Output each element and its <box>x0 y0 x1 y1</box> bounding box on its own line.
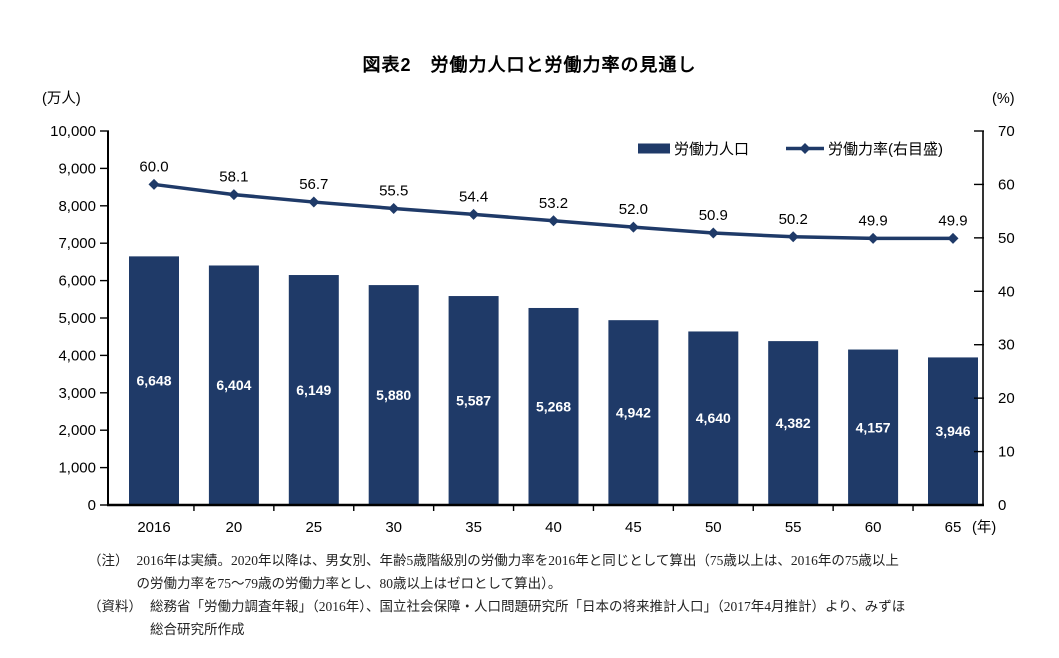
bar-20 <box>208 265 259 505</box>
right-axis-tick-label: 70 <box>998 123 1015 140</box>
bar-2016 <box>129 256 179 505</box>
legend-line-marker-diamond <box>799 143 811 154</box>
source-label: （資料） <box>88 599 142 614</box>
note-row: （注） 2016年は実績。2020年以降は、男女別、年齢5歳階級別の労働力率を2… <box>88 549 1018 595</box>
bar-value-label: 4,157 <box>856 419 891 435</box>
line-marker-diamond <box>947 232 959 244</box>
source-line: 総務省「労働力調査年報」（2016年）、国立社会保障・人口問題研究所「日本の将来… <box>150 599 906 614</box>
bar-value-label: 4,942 <box>616 405 651 421</box>
line-value-label: 52.0 <box>619 201 648 218</box>
left-axis-tick-label: 6,000 <box>58 273 96 290</box>
right-axis-tick-label: 0 <box>998 497 1006 514</box>
x-axis-unit: (年) <box>972 519 996 536</box>
left-axis-tick-label: 1,000 <box>58 460 96 477</box>
note-text: 2016年は実績。2020年以降は、男女別、年齢5歳階級別の労働力率を2016年… <box>137 549 1019 595</box>
x-axis-label-30: 30 <box>385 519 402 536</box>
bar-value-label: 6,149 <box>296 382 331 398</box>
bar-45 <box>608 320 659 505</box>
line-marker-diamond <box>707 227 719 239</box>
note-line: 2016年は実績。2020年以降は、男女別、年齢5歳階級別の労働力率を2016年… <box>136 553 899 568</box>
bar-25 <box>288 275 339 505</box>
bar-40 <box>528 307 579 505</box>
bar-65 <box>928 357 978 505</box>
left-axis-tick-label: 10,000 <box>50 123 96 140</box>
bar-value-label: 6,404 <box>216 377 251 393</box>
source-text: 総務省「労働力調査年報」（2016年）、国立社会保障・人口問題研究所「日本の将来… <box>150 595 1018 641</box>
x-axis-label-50: 50 <box>705 519 722 536</box>
line-marker-diamond <box>468 208 480 220</box>
x-axis-label-55: 55 <box>785 519 802 536</box>
right-axis-tick-label: 20 <box>998 390 1015 407</box>
line-value-label: 49.9 <box>858 212 887 229</box>
legend-bar-label: 労働力人口 <box>674 141 749 158</box>
x-axis-label-45: 45 <box>625 519 642 536</box>
note-line: の労働力率を75～79歳の労働力率とし、80歳以上はゼロとして算出）。 <box>136 576 562 591</box>
left-axis-tick-label: 0 <box>88 497 96 514</box>
line-value-label: 58.1 <box>219 169 248 186</box>
bar-value-label: 3,946 <box>935 423 970 439</box>
x-axis-label-20: 20 <box>226 519 243 536</box>
line-marker-diamond <box>148 178 160 190</box>
right-axis-tick-label: 50 <box>998 230 1015 247</box>
footnotes: （注） 2016年は実績。2020年以降は、男女別、年齢5歳階級別の労働力率を2… <box>88 549 1018 641</box>
left-axis-tick-label: 3,000 <box>58 385 96 402</box>
bar-30 <box>368 285 419 505</box>
right-axis-tick-label: 30 <box>998 337 1015 354</box>
line-marker-diamond <box>548 215 559 227</box>
x-axis-label-35: 35 <box>465 519 482 536</box>
x-axis-label-65: 65 <box>945 519 962 536</box>
line-value-label: 54.4 <box>459 188 488 205</box>
line-marker-diamond <box>627 221 639 233</box>
x-axis-label-60: 60 <box>865 519 882 536</box>
bar-value-label: 5,268 <box>536 398 571 414</box>
bar-35 <box>448 296 499 505</box>
x-axis-label-25: 25 <box>305 519 322 536</box>
source-row: （資料） 総務省「労働力調査年報」（2016年）、国立社会保障・人口問題研究所「… <box>88 595 1018 641</box>
line-marker-diamond <box>228 189 240 201</box>
note-label: （注） <box>88 553 129 568</box>
x-axis-label-40: 40 <box>545 519 562 536</box>
line-marker-diamond <box>308 196 320 208</box>
left-axis-unit: (万人) <box>42 90 81 107</box>
line-marker-diamond <box>787 231 799 243</box>
left-axis-tick-label: 8,000 <box>58 198 96 215</box>
bar-value-label: 4,382 <box>776 415 811 431</box>
line-value-label: 49.9 <box>938 212 967 229</box>
bar-55 <box>768 341 819 505</box>
source-line: 総合研究所作成 <box>150 622 245 637</box>
bar-50 <box>688 331 739 505</box>
bar-value-label: 5,880 <box>376 387 411 403</box>
x-axis-label-2016: 2016 <box>137 519 170 536</box>
left-axis-tick-label: 9,000 <box>58 160 96 177</box>
line-value-label: 56.7 <box>299 176 328 193</box>
line-value-label: 60.0 <box>139 158 168 175</box>
chart-title: 図表2 労働力人口と労働力率の見通し <box>362 55 697 75</box>
bar-value-label: 6,648 <box>136 373 171 389</box>
bar-value-label: 5,587 <box>456 393 491 409</box>
left-axis-tick-label: 4,000 <box>58 347 96 364</box>
line-marker-diamond <box>867 232 879 244</box>
bar-60 <box>848 349 899 505</box>
right-axis-tick-label: 60 <box>998 176 1015 193</box>
line-value-label: 55.5 <box>379 182 408 199</box>
line-value-label: 50.9 <box>699 207 728 224</box>
line-marker-diamond <box>388 202 400 214</box>
legend-bar-swatch <box>638 143 670 154</box>
left-axis-tick-label: 2,000 <box>58 422 96 439</box>
left-axis-tick-label: 5,000 <box>58 310 96 327</box>
bar-value-label: 4,640 <box>696 410 731 426</box>
line-value-label: 50.2 <box>779 211 808 228</box>
right-axis-tick-label: 40 <box>998 283 1015 300</box>
right-axis-tick-label: 10 <box>998 444 1015 461</box>
right-axis-unit: (%) <box>992 91 1015 107</box>
legend-line-label: 労働力率(右目盛) <box>828 141 943 158</box>
line-value-label: 53.2 <box>539 195 568 212</box>
left-axis-tick-label: 7,000 <box>58 235 96 252</box>
